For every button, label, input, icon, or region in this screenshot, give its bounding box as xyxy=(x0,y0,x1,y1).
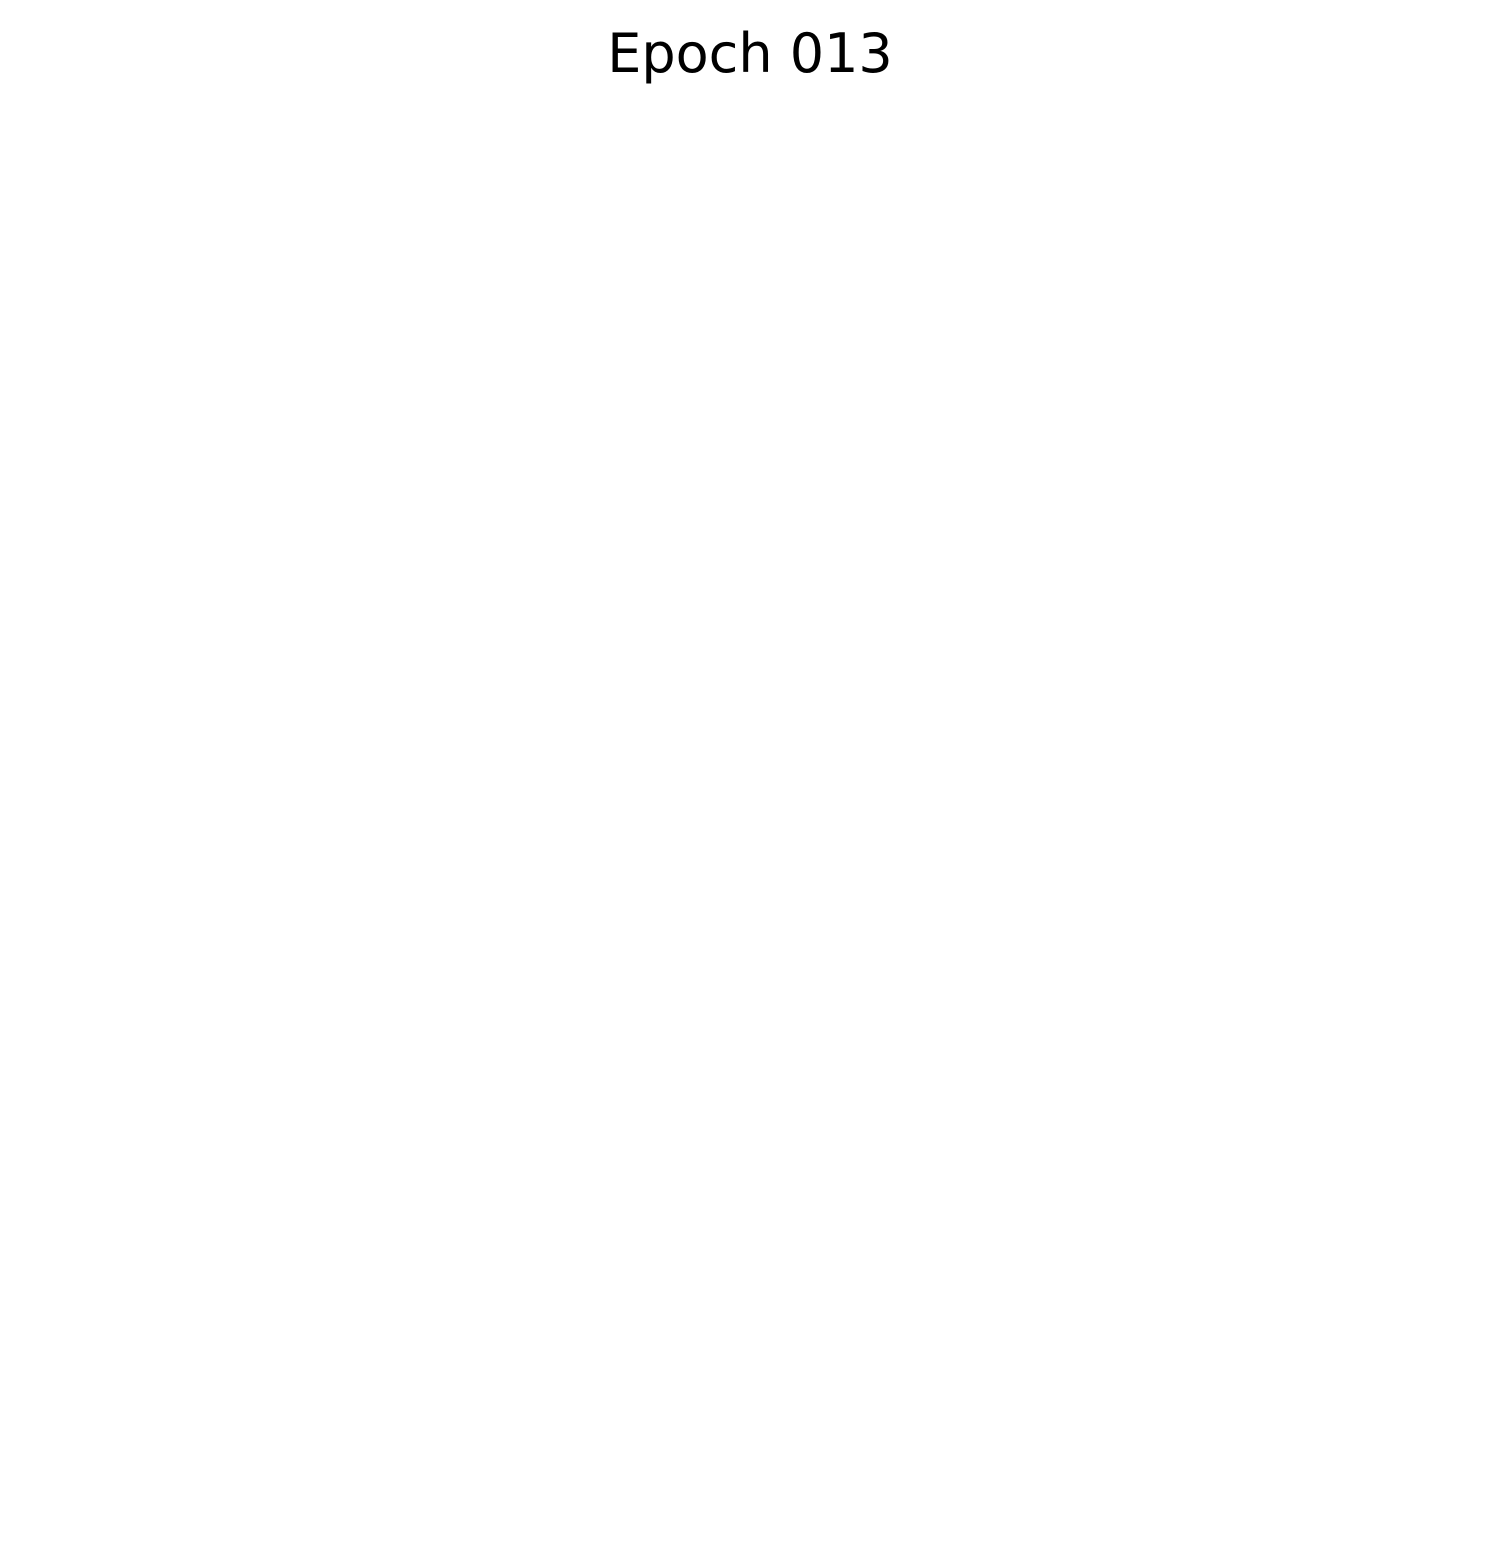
sample-image xyxy=(409,834,728,1153)
sample-image xyxy=(45,109,364,428)
sample-image xyxy=(409,1196,728,1515)
sample-image xyxy=(1136,472,1455,791)
sample-image xyxy=(45,472,364,791)
sample-image xyxy=(409,109,728,428)
sample-image xyxy=(1136,834,1455,1153)
sample-image xyxy=(45,1196,364,1515)
sample-image xyxy=(1136,109,1455,428)
figure-title: Epoch 013 xyxy=(607,22,893,85)
sample-image xyxy=(1136,1196,1455,1515)
sample-image xyxy=(772,1196,1091,1515)
sample-image xyxy=(45,834,364,1153)
sample-image xyxy=(772,109,1091,428)
sample-image xyxy=(772,834,1091,1153)
sample-image xyxy=(772,472,1091,791)
sample-image xyxy=(409,472,728,791)
